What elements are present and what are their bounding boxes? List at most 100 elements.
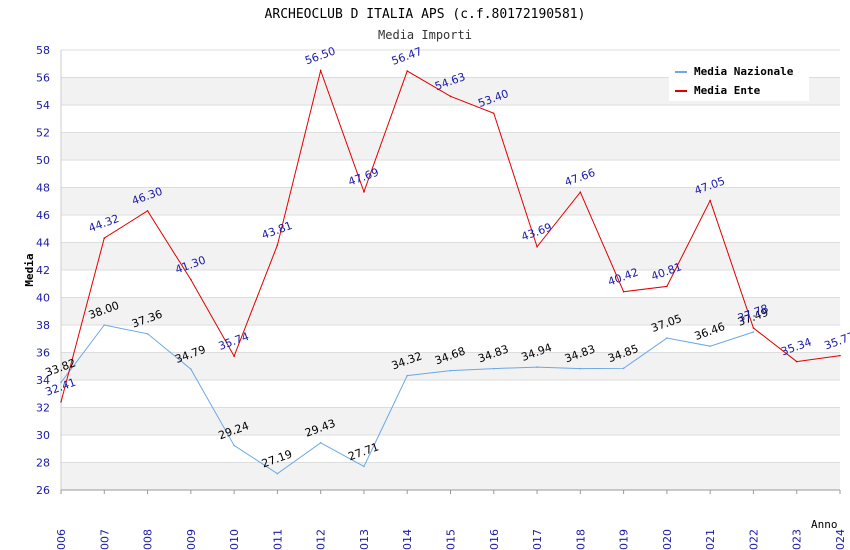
x-tick-label: 2024 bbox=[834, 529, 847, 550]
y-tick-label: 52 bbox=[36, 127, 50, 140]
data-point bbox=[579, 191, 582, 193]
data-point bbox=[276, 244, 279, 246]
grid-band bbox=[61, 462, 840, 490]
legend-label-nazionale: Media Nazionale bbox=[694, 65, 794, 78]
y-tick-label: 30 bbox=[36, 429, 50, 442]
legend-box bbox=[669, 59, 809, 101]
data-point bbox=[752, 327, 755, 329]
x-tick-label: 2014 bbox=[401, 529, 414, 550]
data-label: 56.50 bbox=[303, 44, 337, 67]
chart-subtitle: Media Importi bbox=[378, 28, 472, 42]
legend-label-ente: Media Ente bbox=[694, 84, 761, 97]
data-point bbox=[406, 70, 409, 72]
series-line-nazionale bbox=[60, 324, 754, 475]
x-tick-label: 2021 bbox=[704, 529, 717, 550]
data-point bbox=[622, 290, 625, 293]
data-point bbox=[190, 368, 192, 370]
data-point bbox=[146, 210, 149, 212]
grid-band bbox=[61, 242, 840, 270]
x-tick-label: 2018 bbox=[574, 529, 587, 550]
x-axis-label: Anno bbox=[811, 518, 838, 531]
data-point bbox=[103, 324, 106, 326]
x-tick-label: 2008 bbox=[142, 529, 155, 550]
grid-band bbox=[61, 297, 840, 325]
y-tick-label: 58 bbox=[36, 44, 50, 57]
y-tick-label: 38 bbox=[36, 319, 50, 332]
data-label: 43.81 bbox=[260, 219, 294, 242]
y-tick-label: 40 bbox=[36, 292, 50, 305]
data-point bbox=[363, 465, 365, 468]
y-tick-label: 54 bbox=[36, 99, 50, 112]
data-point bbox=[492, 112, 495, 115]
x-tick-label: 2006 bbox=[55, 529, 68, 550]
x-tick-label: 2020 bbox=[661, 529, 674, 550]
data-point bbox=[536, 245, 538, 248]
y-tick-label: 32 bbox=[36, 402, 50, 415]
data-point bbox=[795, 360, 798, 363]
data-point bbox=[449, 369, 452, 372]
data-point bbox=[146, 333, 149, 335]
data-point bbox=[406, 374, 409, 377]
data-label: 47.66 bbox=[563, 166, 597, 189]
data-point bbox=[666, 337, 668, 339]
x-tick-labels: 2006 2007 2008 2009 2010 2011 2012 2013 2014 2015… bbox=[55, 490, 847, 550]
grid-lines bbox=[61, 49, 840, 491]
grid-band bbox=[61, 132, 840, 160]
x-tick-label: 2017 bbox=[531, 529, 544, 550]
data-point bbox=[103, 237, 106, 239]
data-point bbox=[60, 381, 62, 384]
y-tick-label: 56 bbox=[36, 72, 50, 85]
x-tick-label: 2016 bbox=[488, 529, 501, 550]
series-lines bbox=[60, 68, 841, 475]
data-point bbox=[579, 367, 582, 370]
y-tick-label: 26 bbox=[36, 484, 50, 497]
x-tick-label: 2012 bbox=[315, 529, 328, 550]
data-point bbox=[492, 367, 495, 370]
data-point bbox=[752, 331, 755, 333]
data-label: 47.69 bbox=[347, 166, 381, 189]
x-tick-label: 2022 bbox=[747, 529, 760, 550]
data-point bbox=[709, 345, 711, 347]
x-tick-label: 2019 bbox=[618, 529, 631, 550]
y-tick-label: 36 bbox=[36, 347, 50, 360]
y-tick-label: 44 bbox=[36, 237, 50, 250]
data-label: 43.69 bbox=[520, 221, 554, 244]
y-tick-label: 34 bbox=[36, 374, 50, 387]
y-tick-label: 50 bbox=[36, 154, 50, 167]
chart-title: ARCHEOCLUB D ITALIA APS (c.f.80172190581… bbox=[265, 7, 586, 22]
data-point bbox=[666, 285, 668, 288]
y-tick-labels: 26 28 30 32 34 36 38 40 42 44 46 48 50 52 54 56 58 bbox=[36, 44, 50, 497]
data-point bbox=[536, 366, 538, 368]
data-point bbox=[276, 472, 279, 475]
data-point bbox=[319, 69, 322, 72]
x-tick-label: 2010 bbox=[228, 529, 241, 550]
data-point bbox=[449, 95, 452, 98]
legend: Media Nazionale Media Ente bbox=[669, 59, 809, 101]
grid-band bbox=[61, 187, 840, 215]
grid-band bbox=[61, 352, 840, 380]
grid-bands bbox=[61, 77, 840, 490]
x-tick-label: 2015 bbox=[445, 529, 458, 550]
x-tick-label: 2009 bbox=[185, 529, 198, 550]
data-point bbox=[839, 354, 841, 357]
grid-band bbox=[61, 407, 840, 435]
data-point bbox=[233, 444, 235, 447]
data-point bbox=[319, 442, 322, 444]
data-label: 56.47 bbox=[390, 45, 424, 68]
data-point bbox=[190, 278, 192, 281]
data-point bbox=[363, 190, 365, 193]
y-tick-label: 48 bbox=[36, 182, 50, 195]
x-tick-label: 2023 bbox=[791, 529, 804, 550]
data-label: 27.71 bbox=[347, 440, 381, 463]
data-point bbox=[622, 367, 625, 370]
data-point bbox=[709, 199, 711, 202]
y-axis-label: Media bbox=[23, 253, 36, 286]
y-tick-label: 42 bbox=[36, 264, 50, 277]
data-point bbox=[60, 401, 62, 403]
data-point bbox=[233, 355, 235, 357]
x-tick-label: 2013 bbox=[358, 529, 371, 550]
data-label: 35.77 bbox=[823, 329, 850, 352]
y-tick-label: 46 bbox=[36, 209, 50, 222]
x-tick-label: 2011 bbox=[271, 529, 284, 550]
